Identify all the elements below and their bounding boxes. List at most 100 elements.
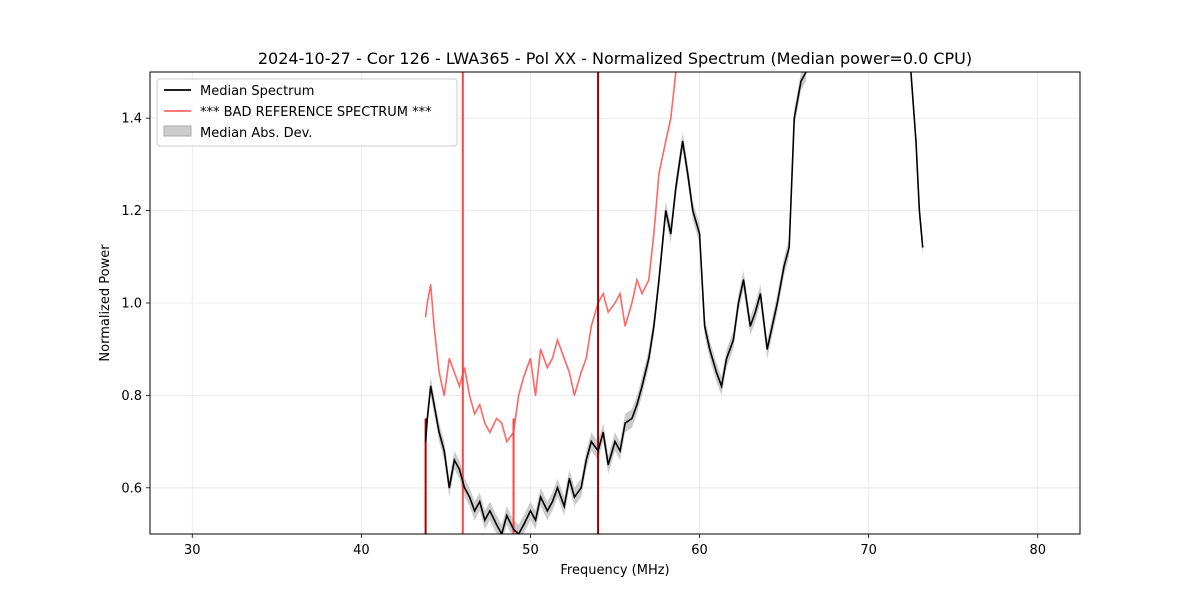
bad-reference-point [540, 348, 542, 350]
median-spectrum-point [463, 487, 466, 489]
median-spectrum-point [546, 510, 548, 512]
median-spectrum-point [484, 519, 486, 521]
median-spectrum-point [607, 464, 609, 466]
median-spectrum-point [771, 325, 773, 327]
median-spectrum-point [692, 210, 694, 212]
y-tick-label: 0.6 [121, 481, 142, 496]
bad-reference-point [443, 394, 445, 396]
median-spectrum-point [448, 487, 450, 489]
median-spectrum-point [788, 246, 790, 249]
median-spectrum-point [523, 524, 525, 526]
median-spectrum-point [742, 279, 745, 281]
legend-mad-swatch [163, 125, 192, 137]
median-spectrum-point [512, 528, 515, 530]
bad-reference-point [585, 357, 587, 360]
y-tick-label: 1.4 [121, 112, 142, 127]
bad-reference-point [624, 325, 626, 327]
x-axis-label: Frequency (MHz) [560, 563, 669, 578]
bad-reference-point [448, 357, 450, 360]
median-spectrum-point [597, 450, 599, 452]
bad-reference-point [484, 422, 486, 424]
median-spectrum-point [563, 505, 565, 507]
median-spectrum-point [426, 417, 428, 420]
median-spectrum-point [776, 302, 778, 304]
median-spectrum-point [619, 450, 621, 452]
bad-reference-point [670, 117, 672, 119]
median-spectrum-point [489, 510, 491, 512]
bad-reference-point [479, 404, 481, 406]
median-spectrum-point [641, 385, 643, 387]
bad-reference-point [641, 293, 643, 295]
median-spectrum-point [556, 487, 559, 489]
bad-reference-point [631, 302, 633, 304]
median-spectrum-point [793, 117, 795, 119]
bad-reference-point [474, 413, 476, 415]
bad-reference-point [648, 279, 650, 281]
median-spectrum-point [665, 210, 667, 212]
bad-reference-point [458, 385, 461, 387]
legend-bad-ref-label: *** BAD REFERENCE SPECTRUM *** [200, 105, 432, 120]
median-spectrum-point [631, 417, 633, 420]
bad-reference-point [580, 371, 582, 373]
bad-reference-point [518, 394, 520, 396]
median-spectrum-point [433, 404, 435, 406]
bad-reference-point [433, 325, 435, 327]
bad-reference-point [426, 302, 428, 304]
bad-reference-point [602, 293, 604, 295]
median-spectrum-point [800, 80, 802, 82]
bad-reference-point [463, 367, 466, 369]
median-spectrum-point [732, 339, 734, 341]
median-spectrum-point [474, 510, 476, 512]
median-spectrum-point [506, 514, 508, 517]
bad-reference-point [496, 417, 498, 420]
median-spectrum-point [585, 459, 587, 461]
bad-reference-point [430, 283, 432, 286]
median-spectrum-point [458, 468, 461, 470]
median-spectrum-point [479, 501, 481, 503]
median-spectrum-point [425, 441, 427, 443]
bad-reference-point [453, 371, 455, 373]
x-tick-label: 30 [184, 543, 201, 558]
bad-reference-point [653, 233, 655, 235]
y-axis-label: Normalized Power [98, 244, 113, 362]
median-spectrum-point [580, 487, 582, 489]
y-tick-label: 0.8 [121, 389, 142, 404]
bad-reference-point [551, 357, 554, 360]
median-spectrum-point [573, 496, 576, 498]
median-spectrum-point [759, 293, 762, 295]
median-spectrum-point [430, 385, 432, 387]
median-spectrum-point [783, 265, 785, 267]
median-spectrum-point [670, 233, 672, 235]
median-spectrum-point [590, 441, 592, 443]
bad-reference-point [506, 441, 508, 443]
median-spectrum-point [754, 311, 756, 313]
chart-title: 2024-10-27 - Cor 126 - LWA365 - Pol XX -… [258, 49, 972, 68]
median-spectrum-point [653, 325, 655, 327]
legend-mad-label: Median Abs. Dev. [200, 126, 312, 141]
x-tick-label: 60 [691, 543, 708, 558]
x-tick-label: 40 [353, 543, 370, 558]
median-spectrum-point [698, 233, 701, 235]
bad-reference-point [665, 140, 667, 142]
median-spectrum-point [468, 496, 471, 498]
median-spectrum-point [675, 186, 677, 189]
y-tick-label: 1.2 [121, 204, 142, 219]
bad-reference-point [523, 376, 525, 378]
bad-reference-point [658, 173, 660, 175]
bad-reference-point [556, 339, 559, 341]
median-spectrum-point [529, 510, 532, 512]
median-spectrum-point [534, 519, 537, 521]
median-spectrum-point [726, 357, 728, 360]
y-tick-label: 1.0 [121, 297, 142, 312]
bad-reference-point [619, 293, 621, 295]
median-spectrum-point [658, 279, 660, 281]
median-spectrum-point [453, 459, 455, 461]
bad-reference-point [425, 316, 427, 318]
median-spectrum-point [766, 348, 768, 350]
median-spectrum-point [624, 422, 626, 424]
bad-reference-point [563, 357, 565, 360]
bad-reference-point [546, 367, 548, 369]
median-spectrum-point [602, 431, 604, 433]
median-spectrum-point [737, 302, 740, 304]
median-spectrum-point [704, 325, 706, 327]
